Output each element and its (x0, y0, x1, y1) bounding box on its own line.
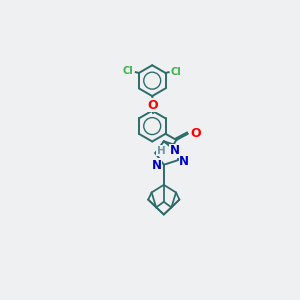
Text: N: N (169, 144, 179, 157)
Text: O: O (190, 127, 201, 140)
Text: Cl: Cl (123, 66, 134, 76)
Text: Cl: Cl (171, 67, 182, 77)
Text: N: N (152, 159, 161, 172)
Text: O: O (148, 99, 158, 112)
Text: H: H (157, 146, 166, 156)
Text: N: N (179, 154, 189, 168)
